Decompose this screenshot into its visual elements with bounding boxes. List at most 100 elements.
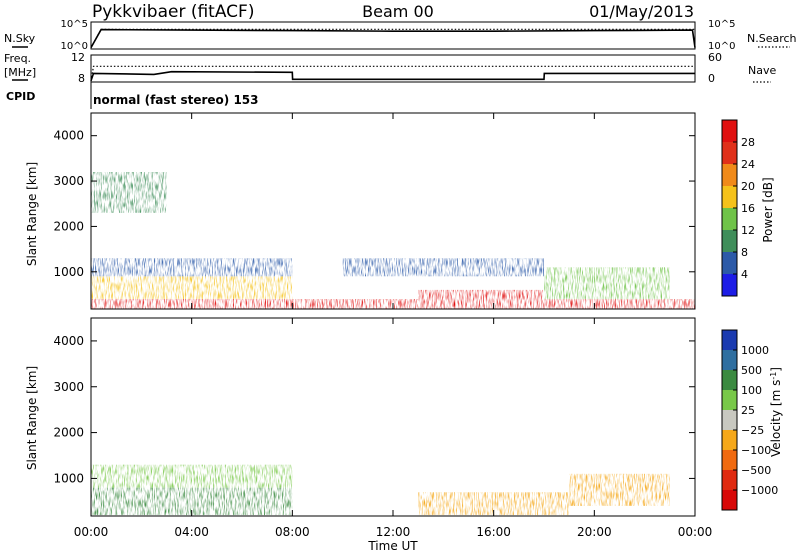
power-panel: 1000 2000 3000 4000 Slant Range [km] 4 8 12 16… <box>25 112 775 310</box>
velocity-colorbar: 1000 500 100 25 −25 −100 −500 −1000 <box>721 329 778 511</box>
colorbar-swatch <box>722 430 737 450</box>
colorbar-tick-label: −25 <box>741 424 764 437</box>
colorbar-swatch <box>722 120 737 142</box>
colorbar-tick-label: 28 <box>741 136 755 149</box>
noise-right-tick: 10^0 <box>708 41 735 52</box>
colorbar-tick-label: −500 <box>741 464 771 477</box>
colorbar-tick-label: −100 <box>741 444 771 457</box>
data-region <box>418 289 544 304</box>
velocity-y-axis: 1000 2000 3000 4000 <box>53 334 695 485</box>
colorbar-tick-label: 4 <box>741 268 748 281</box>
data-region <box>91 172 167 213</box>
colorbar-tick-label: 12 <box>741 224 755 237</box>
velocity-label-main: Velocity [m s <box>769 380 783 457</box>
series-line-freq <box>90 70 695 81</box>
colorbar-swatch <box>722 164 737 186</box>
colorbar-swatch <box>722 470 737 490</box>
noise-panel: 10^5 10^0 10^5 10^0 <box>61 19 736 52</box>
power-colorbar-label: Power [dB] <box>761 177 775 242</box>
velocity-data <box>91 464 670 516</box>
series-line-n-sky <box>90 28 696 48</box>
y-tick-label: 4000 <box>53 334 84 348</box>
nave-right-tick: 60 <box>708 51 722 64</box>
colorbar-swatch <box>722 274 737 296</box>
data-region <box>544 267 670 300</box>
power-ylabel: Slant Range [km] <box>25 162 39 266</box>
noise-right-tick: 10^5 <box>708 19 735 30</box>
nave-right-tick: 0 <box>708 72 715 85</box>
y-tick-label: 3000 <box>53 380 84 394</box>
x-tick-label: 12:00 <box>376 525 411 539</box>
colorbar-frame <box>721 329 738 511</box>
freq-panel: 12 8 60 0 <box>71 51 722 85</box>
time-xlabel: Time UT <box>367 539 418 553</box>
x-tick-label: 20:00 <box>577 525 612 539</box>
data-region <box>91 258 293 277</box>
data-region <box>569 473 670 506</box>
freq-label-top: Freq. <box>4 52 31 65</box>
velocity-ylabel: Slant Range [km] <box>25 366 39 470</box>
beam-label: Beam 00 <box>362 2 434 21</box>
y-tick-label: 1000 <box>53 471 84 485</box>
colorbar-tick-label: 100 <box>741 384 762 397</box>
data-region <box>91 464 293 488</box>
time-x-axis: 00:00 04:00 08:00 12:00 16:00 20:00 00:00 <box>74 113 713 539</box>
colorbar-tick-label: 1000 <box>741 344 769 357</box>
cpid-text: normal (fast stereo) 153 <box>93 93 259 107</box>
y-tick-label: 1000 <box>53 265 84 279</box>
colorbar-tick-label: 16 <box>741 202 755 215</box>
colorbar-swatch <box>722 208 737 230</box>
x-tick-label: 00:00 <box>678 525 713 539</box>
colorbar-swatch <box>722 142 737 164</box>
colorbar-tick-label: 24 <box>741 158 755 171</box>
power-data <box>91 172 695 309</box>
noise-left-tick: 10^0 <box>61 41 88 52</box>
freq-left-tick: 12 <box>71 51 85 64</box>
colorbar-swatch <box>722 252 737 274</box>
x-tick-label: 08:00 <box>275 525 310 539</box>
colorbar-tick-label: 25 <box>741 404 755 417</box>
power-colorbar: 4 8 12 16 20 24 28 <box>721 119 755 297</box>
colorbar-swatch <box>722 230 737 252</box>
series-line-nave <box>90 65 695 81</box>
freq-panel-frame <box>90 54 696 83</box>
nsearch-label: N.Search <box>747 32 797 45</box>
y-tick-label: 2000 <box>53 219 84 233</box>
colorbar-swatch <box>722 350 737 370</box>
y-tick-label: 3000 <box>53 174 84 188</box>
x-tick-label: 04:00 <box>174 525 209 539</box>
noise-panel-frame <box>90 21 696 50</box>
colorbar-tick-label: 500 <box>741 364 762 377</box>
velocity-label-end: ] <box>769 367 783 372</box>
freq-label-bottom: [MHz] <box>4 66 36 79</box>
date-label: 01/May/2013 <box>589 2 694 21</box>
y-tick-label: 2000 <box>53 426 84 440</box>
velocity-colorbar-label: Velocity [m s-1] <box>769 367 784 457</box>
colorbar-swatch <box>722 370 737 390</box>
data-region <box>91 276 293 299</box>
data-region <box>418 492 570 516</box>
velocity-label-sup: -1 <box>769 372 778 380</box>
colorbar-swatch <box>722 330 737 350</box>
colorbar-tick-label: −1000 <box>741 484 778 497</box>
power-y-axis: 1000 2000 3000 4000 <box>53 129 695 279</box>
data-region <box>342 258 544 277</box>
colorbar-swatch <box>722 390 737 410</box>
noise-left-tick: 10^5 <box>61 19 88 30</box>
colorbar-tick-label: 20 <box>741 180 755 193</box>
colorbar-tick-label: 8 <box>741 246 748 259</box>
series-line-n-search <box>90 28 695 48</box>
colorbar-swatch <box>722 450 737 470</box>
freq-left-tick: 8 <box>78 72 85 85</box>
nsky-label: N.Sky <box>4 32 36 45</box>
cpid-label: CPID <box>6 90 35 103</box>
y-tick-label: 4000 <box>53 129 84 143</box>
radar-title: Pykkvibaer (fitACF) <box>92 2 254 22</box>
colorbar-swatch <box>722 186 737 208</box>
colorbar-swatch <box>722 410 737 430</box>
nave-label: Nave <box>748 64 776 77</box>
x-tick-label: 16:00 <box>476 525 511 539</box>
x-tick-label: 00:00 <box>74 525 109 539</box>
colorbar-swatch <box>722 490 737 510</box>
